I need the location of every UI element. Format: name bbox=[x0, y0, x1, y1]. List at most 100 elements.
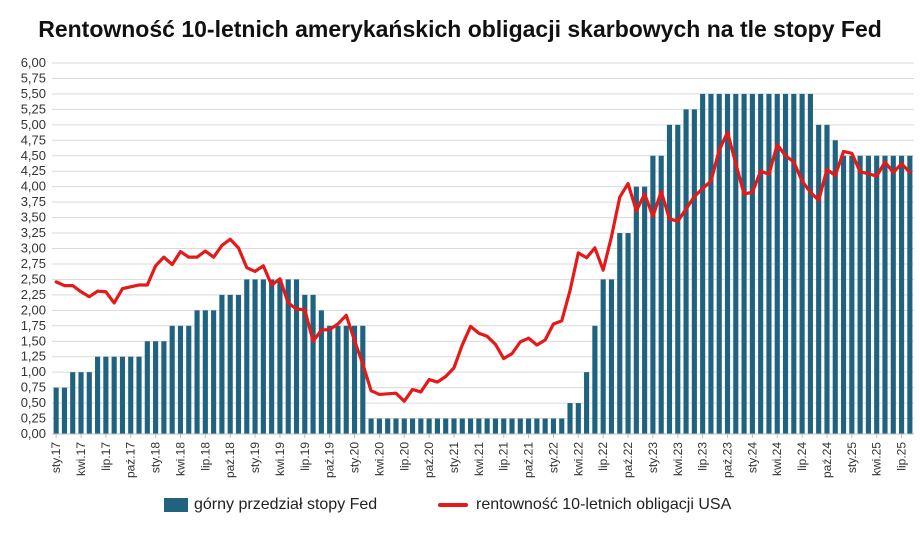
legend-swatch-bar bbox=[164, 498, 188, 512]
bar bbox=[617, 233, 623, 434]
bar bbox=[136, 356, 142, 434]
bar bbox=[907, 155, 913, 434]
legend: górny przedział stopy Fed rentowność 10-… bbox=[0, 496, 920, 520]
x-tick-label: paź.21 bbox=[522, 442, 536, 478]
bar bbox=[128, 356, 134, 434]
x-tick-label: sty.22 bbox=[546, 442, 560, 473]
bar bbox=[103, 356, 109, 434]
bar bbox=[559, 418, 565, 434]
x-tick-label: lip.21 bbox=[497, 442, 511, 471]
y-tick-label: 5,75 bbox=[21, 70, 46, 85]
x-tick-label: kwi.20 bbox=[372, 442, 386, 476]
bar bbox=[666, 124, 673, 434]
y-tick-label: 4,50 bbox=[21, 148, 46, 163]
y-tick-label: 3,00 bbox=[21, 241, 46, 256]
bar bbox=[584, 372, 590, 434]
bar bbox=[434, 418, 440, 434]
bar bbox=[791, 93, 797, 435]
bar bbox=[426, 418, 432, 434]
bar bbox=[890, 155, 896, 434]
y-tick-label: 2,00 bbox=[21, 302, 46, 317]
bar bbox=[111, 356, 117, 434]
y-tick-label: 4,00 bbox=[21, 179, 46, 194]
bar bbox=[484, 418, 490, 434]
bar bbox=[675, 124, 681, 434]
bar bbox=[857, 155, 863, 434]
bar bbox=[526, 418, 532, 434]
bar bbox=[202, 310, 208, 434]
y-tick-label: 2,75 bbox=[21, 256, 46, 271]
bar bbox=[177, 325, 184, 434]
bar bbox=[144, 341, 150, 434]
bar bbox=[186, 325, 192, 434]
bar bbox=[824, 124, 830, 434]
y-axis-ticks: 0,000,250,500,751,001,251,501,752,002,25… bbox=[21, 55, 46, 441]
bar bbox=[302, 294, 308, 434]
bar bbox=[70, 372, 76, 434]
legend-item-10y-yield: rentowność 10-letnich obligacji USA bbox=[438, 496, 731, 514]
bar bbox=[592, 325, 598, 434]
bar bbox=[774, 93, 780, 435]
x-tick-label: kwi.22 bbox=[571, 442, 585, 476]
bar bbox=[865, 155, 871, 434]
x-tick-label: lip.19 bbox=[298, 442, 312, 471]
bar bbox=[409, 418, 416, 434]
bar bbox=[418, 418, 424, 434]
bar bbox=[758, 93, 764, 435]
bar bbox=[633, 186, 639, 434]
legend-swatch-line bbox=[438, 503, 468, 507]
y-tick-label: 0,75 bbox=[21, 380, 46, 395]
bar bbox=[567, 403, 573, 434]
bar bbox=[658, 155, 664, 434]
bar bbox=[716, 93, 722, 435]
bar bbox=[625, 233, 631, 434]
x-tick-label: sty.21 bbox=[447, 442, 461, 473]
x-tick-label: paź.22 bbox=[621, 442, 635, 478]
y-tick-label: 4,75 bbox=[21, 132, 46, 147]
bar bbox=[849, 155, 855, 434]
bar bbox=[708, 93, 714, 435]
y-tick-label: 5,25 bbox=[21, 101, 46, 116]
x-tick-label: sty.23 bbox=[646, 442, 660, 473]
y-tick-label: 3,75 bbox=[21, 194, 46, 209]
bar bbox=[807, 93, 813, 435]
bar bbox=[766, 93, 772, 435]
bar bbox=[285, 279, 291, 434]
x-tick-label: lip.22 bbox=[596, 442, 610, 471]
y-tick-label: 2,50 bbox=[21, 271, 46, 286]
bar bbox=[733, 93, 739, 435]
bar bbox=[318, 310, 324, 434]
y-tick-label: 3,50 bbox=[21, 210, 46, 225]
x-tick-label: lip.24 bbox=[795, 442, 809, 471]
bar bbox=[343, 325, 349, 434]
x-tick-label: kwi.24 bbox=[770, 442, 784, 476]
y-tick-label: 5,50 bbox=[21, 86, 46, 101]
line-10y-yield bbox=[54, 130, 912, 403]
bar-series-fed-rate bbox=[53, 93, 913, 435]
bar bbox=[327, 325, 333, 434]
bar bbox=[227, 294, 233, 434]
x-tick-label: lip.20 bbox=[397, 442, 411, 471]
bar bbox=[53, 387, 59, 434]
bar bbox=[550, 418, 557, 434]
bar bbox=[78, 372, 84, 434]
bar bbox=[700, 93, 706, 435]
bar bbox=[244, 279, 250, 434]
bar bbox=[476, 418, 482, 434]
bar bbox=[335, 325, 341, 434]
x-tick-label: paź.23 bbox=[721, 442, 735, 478]
line-series-10y-yield bbox=[54, 130, 912, 403]
bar bbox=[252, 279, 258, 434]
bar bbox=[840, 155, 847, 434]
bar bbox=[277, 279, 283, 434]
bar bbox=[451, 418, 457, 434]
bar bbox=[501, 418, 507, 434]
bar bbox=[376, 418, 382, 434]
x-tick-label: sty.20 bbox=[348, 442, 362, 473]
bar bbox=[898, 155, 905, 434]
bar bbox=[443, 418, 449, 434]
x-tick-label: kwi.19 bbox=[273, 442, 287, 476]
bar bbox=[393, 418, 399, 434]
x-tick-label: sty.25 bbox=[845, 442, 859, 473]
bar bbox=[61, 387, 68, 434]
